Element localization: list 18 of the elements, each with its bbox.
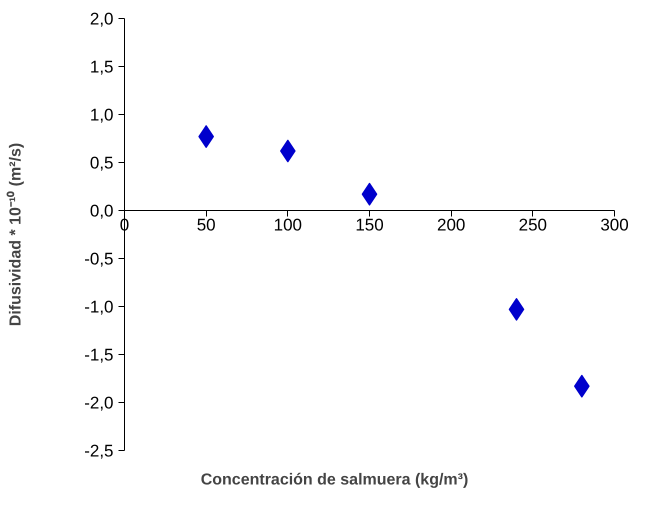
x-tick-label: 50	[196, 216, 216, 234]
y-tick-label: 2,0	[90, 10, 114, 28]
x-tick-label: 200	[436, 216, 466, 234]
y-axis-title: Difusividad * 10⁻¹⁰ (m²/s)	[6, 142, 24, 326]
y-tick-label: 1,5	[90, 58, 114, 76]
x-tick-label: 100	[274, 216, 302, 234]
x-axis-title: Concentración de salmuera (kg/m³)	[200, 472, 468, 488]
y-tick-label: 0,5	[90, 154, 114, 172]
y-tick-label: 0,0	[90, 202, 114, 220]
y-tick-label: 1,0	[90, 106, 114, 124]
x-tick-label: 250	[518, 216, 548, 234]
y-tick-label: -1,0	[84, 298, 114, 316]
y-tick-label: -2,5	[84, 442, 114, 460]
x-tick-label: 150	[355, 216, 384, 234]
y-tick-label: -2,0	[84, 394, 114, 412]
y-tick-label: -0,5	[84, 250, 114, 268]
y-tick-label: -1,5	[84, 346, 114, 364]
x-tick-label: 300	[600, 216, 629, 234]
